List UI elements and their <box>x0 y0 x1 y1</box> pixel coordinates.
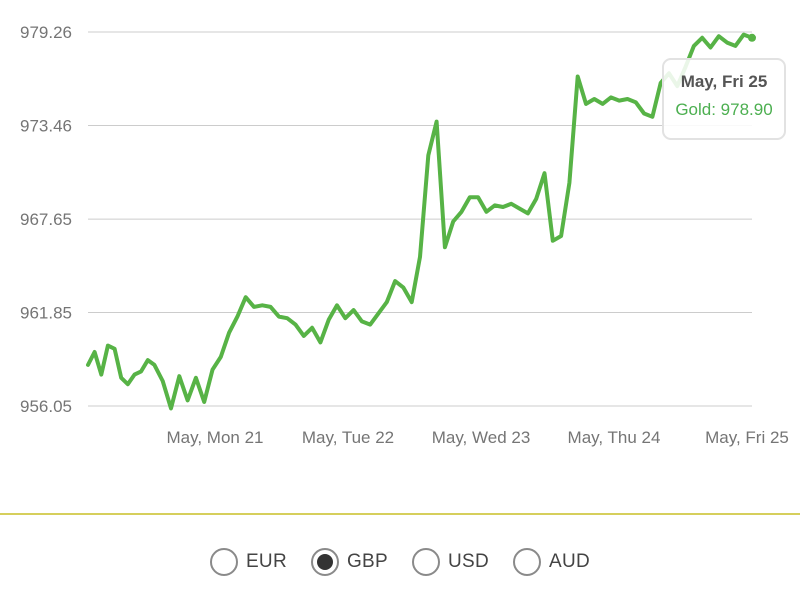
radio-button-aud[interactable] <box>513 548 542 576</box>
currency-label-aud: AUD <box>549 551 591 572</box>
grid-lines <box>88 31 752 407</box>
y-tick-label: 973.46 <box>20 116 72 135</box>
x-tick-label: May, Mon 21 <box>166 428 263 447</box>
tooltip-date: May, Fri 25 <box>680 72 768 91</box>
tooltip-value: Gold: 978.90 <box>675 100 773 119</box>
y-axis-ticks: 956.05 961.85 967.65 973.46 979.26 <box>20 23 72 416</box>
y-tick-label: 979.26 <box>20 23 72 42</box>
currency-label-usd: USD <box>448 551 490 572</box>
currency-option-aud[interactable]: AUD <box>513 548 590 576</box>
radio-dot <box>316 554 333 570</box>
x-tick-label: May, Thu 24 <box>568 428 661 447</box>
currency-option-usd[interactable]: USD <box>412 548 489 576</box>
radio-button-eur[interactable] <box>209 548 238 576</box>
currency-label-eur: EUR <box>245 551 287 572</box>
currency-selector: EUR GBP USD AUD <box>0 540 800 584</box>
currency-option-eur[interactable]: EUR <box>209 548 287 576</box>
radio-button-usd[interactable] <box>412 548 440 576</box>
x-tick-label: May, Wed 23 <box>432 428 531 447</box>
hover-tooltip: May, Fri 25 Gold: 978.90 <box>662 58 786 140</box>
section-divider <box>0 513 800 515</box>
x-axis-ticks: May, Mon 21 May, Tue 22 May, Wed 23 May, Th… <box>166 428 788 447</box>
series-layer <box>86 32 756 411</box>
y-tick-label: 967.65 <box>20 210 72 229</box>
currency-option-gbp[interactable]: GBP <box>310 548 388 576</box>
currency-label-gbp: GBP <box>346 551 388 572</box>
x-tick-label: May, Tue 22 <box>302 428 394 447</box>
x-tick-label: May, Fri 25 <box>705 428 789 447</box>
gold-price-chart: 956.05 961.85 967.65 973.46 979.26 May, Mon … <box>20 23 789 447</box>
hover-point-marker <box>748 33 756 42</box>
y-tick-label: 956.05 <box>20 397 72 416</box>
y-tick-label: 961.85 <box>20 304 72 323</box>
series-line-gold <box>86 32 754 411</box>
radio-button-gbp[interactable] <box>310 548 339 576</box>
